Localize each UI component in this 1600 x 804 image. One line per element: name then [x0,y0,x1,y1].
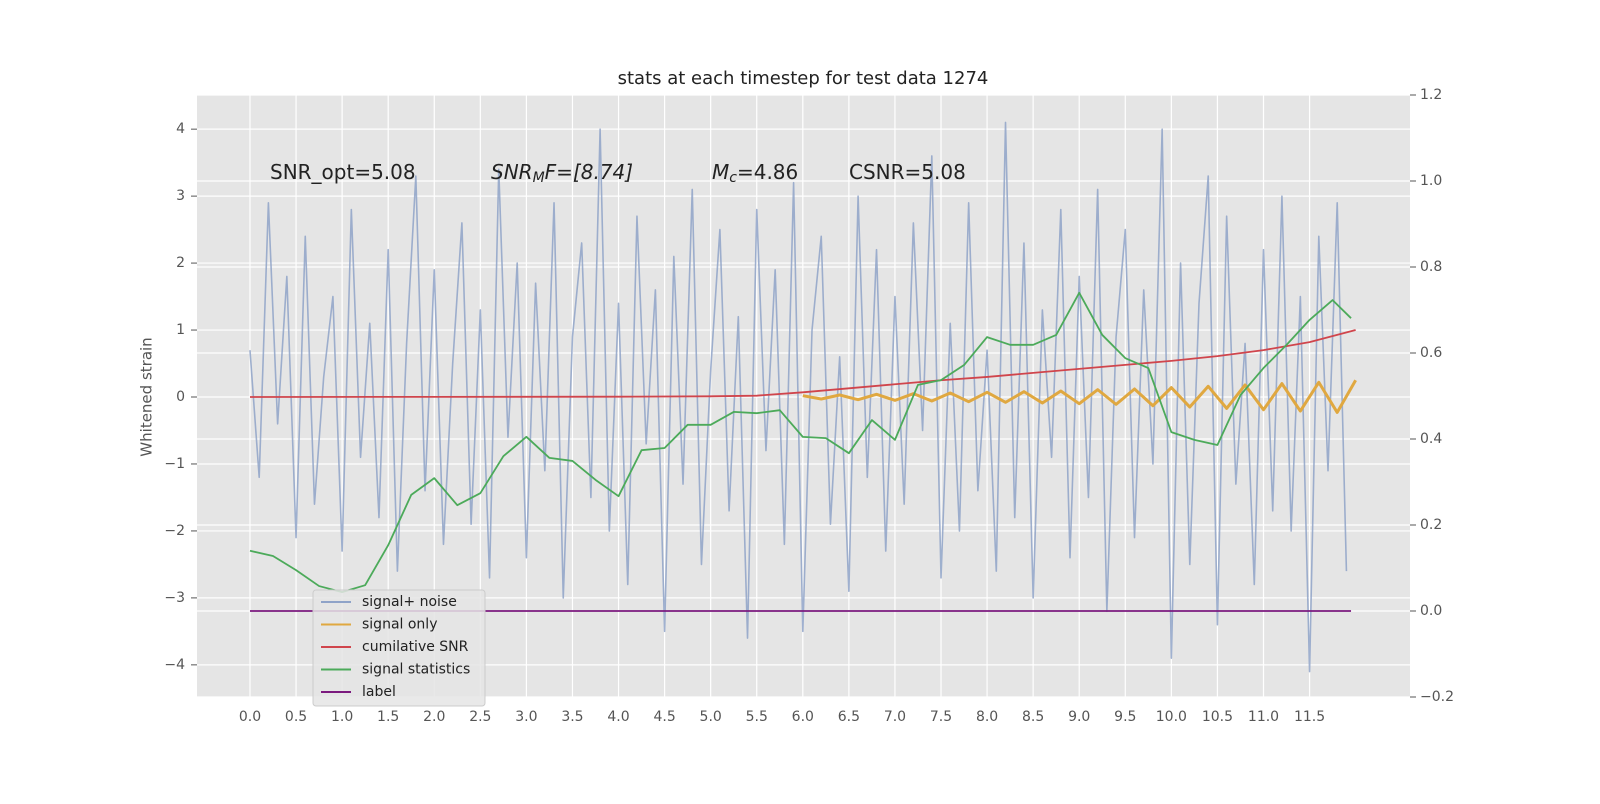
y-tick-label: 0 [176,389,185,405]
legend-label: cumilative SNR [362,639,469,655]
legend-label: signal statistics [362,662,470,678]
annotation-rest: F=[8.74] [545,160,633,184]
x-tick-label: 10.0 [1156,709,1187,725]
x-tick-label: 10.5 [1202,709,1233,725]
x-tick-label: 7.0 [884,709,906,725]
series-line [249,291,1352,593]
x-tick-label: 6.0 [792,709,814,725]
x-tick-label: 9.0 [1068,709,1090,725]
x-tick-label: 11.0 [1248,709,1279,725]
annotation: Mc=4.86 [712,160,798,187]
annotation-text: CSNR=5.08 [849,160,966,184]
x-tick-label: 0.5 [285,709,307,725]
x-tick-label: 8.5 [1022,709,1044,725]
x-tick-label: 3.5 [561,709,583,725]
chart-title: stats at each timestep for test data 127… [618,68,989,89]
x-tick-label: 1.5 [377,709,399,725]
y-tick-label: 1 [176,322,185,338]
annotation: CSNR=5.08 [849,160,966,184]
x-tick-label: 2.5 [469,709,491,725]
annotation-text: M [712,160,729,184]
y2-tick-label: 1.2 [1420,87,1442,103]
x-tick-label: 6.5 [838,709,860,725]
x-tick-label: 3.0 [515,709,537,725]
x-tick-label: 9.5 [1114,709,1136,725]
x-tick-label: 2.0 [423,709,445,725]
x-tick-label: 7.5 [930,709,952,725]
series-line [802,379,1357,414]
legend-label: signal+ noise [362,594,457,610]
annotation: SNR_opt=5.08 [270,160,416,184]
y-tick-label: 3 [176,188,185,204]
annotation: SNRMF=[8.74] [491,160,633,187]
y2-tick-label: 0.2 [1420,517,1442,533]
x-tick-label: 0.0 [239,709,261,725]
annotation-text: SNR_opt=5.08 [270,160,416,184]
y-tick-label: 2 [176,255,185,271]
legend-box [312,589,486,707]
x-tick-label: 11.5 [1294,709,1325,725]
y-tick-label: −4 [164,657,185,673]
annotation-sub: c [729,170,737,186]
x-tick-label: 1.0 [331,709,353,725]
annotation-text: SNR [491,160,533,184]
x-tick-label: 4.0 [607,709,629,725]
series-line [249,121,1348,673]
annotation-sub: M [533,170,545,186]
y-tick-label: 4 [176,121,185,137]
y-tick-label: −2 [164,523,185,539]
y2-tick-label: 0.4 [1420,431,1442,447]
y-tick-label: −1 [164,456,185,472]
series-line [249,329,1356,398]
y-tick-label: −3 [164,590,185,606]
x-tick-label: 4.5 [653,709,675,725]
annotation-rest: =4.86 [737,160,798,184]
x-tick-label: 8.0 [976,709,998,725]
y2-tick-label: 1.0 [1420,173,1442,189]
y2-tick-label: 0.0 [1420,603,1442,619]
y-axis-label: Whitened strain [138,337,156,456]
y2-tick-label: 0.8 [1420,259,1442,275]
legend-label: signal only [362,617,437,633]
x-tick-label: 5.5 [746,709,768,725]
x-tick-label: 5.0 [700,709,722,725]
legend-label: label [362,684,396,700]
y2-tick-label: −0.2 [1420,689,1454,705]
y2-tick-label: 0.6 [1420,345,1442,361]
